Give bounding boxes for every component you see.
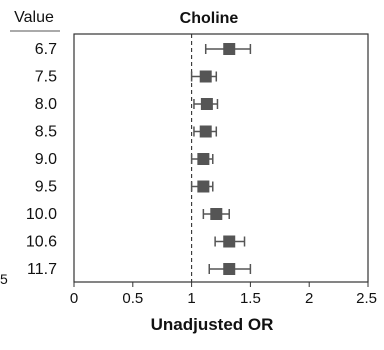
x-tick-label: 0.5 — [122, 290, 143, 307]
category-label: 9.5 — [35, 179, 57, 196]
or-point — [197, 153, 210, 165]
or-point — [197, 180, 210, 193]
or-point — [223, 263, 236, 275]
or-point — [199, 70, 212, 83]
marks-layer — [190, 43, 252, 275]
x-tick-label: 0 — [70, 290, 78, 307]
category-label: 7.5 — [35, 69, 57, 86]
x-tick-label: 2 — [305, 290, 313, 307]
category-label: 8.5 — [35, 124, 57, 141]
x-tick-label: 1.5 — [240, 290, 261, 307]
or-point — [200, 98, 213, 110]
x-tick-label: 1 — [187, 290, 195, 307]
or-point — [223, 235, 236, 248]
chart-title: Choline — [180, 10, 239, 27]
category-label: 10.0 — [26, 206, 57, 223]
category-label: 9.0 — [35, 151, 57, 168]
plot-frame — [73, 33, 369, 283]
or-point — [223, 43, 236, 55]
row-header: Value — [14, 9, 54, 26]
x-tick-fragment: 5 — [0, 271, 8, 287]
x-axis-label: Unadjusted OR — [151, 315, 274, 334]
category-label: 11.7 — [27, 261, 57, 278]
category-label: 6.7 — [35, 41, 57, 58]
plot-frame-layer — [10, 30, 369, 287]
label-layer: Value Choline 0 0.5 1 1.5 2 2.5 5 Unadjusted OR 6.… — [0, 9, 377, 334]
or-point — [199, 125, 212, 138]
x-tick-label: 2.5 — [356, 290, 377, 307]
category-label: 8.0 — [35, 96, 57, 113]
or-point — [210, 208, 223, 220]
category-label: 10.6 — [26, 234, 57, 251]
